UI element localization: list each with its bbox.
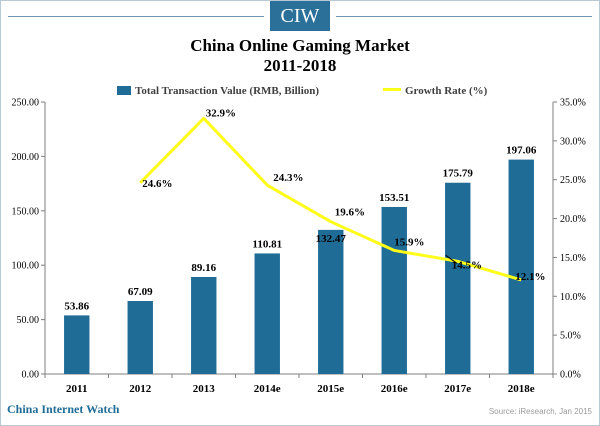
right-tick-label: 25.0% xyxy=(560,175,586,186)
bar-value-label: 153.51 xyxy=(379,192,409,204)
growth-value-label: 24.3% xyxy=(273,172,303,184)
bar xyxy=(254,253,280,374)
logo-band: CIW xyxy=(0,0,600,36)
legend-item-bars: Total Transaction Value (RMB, Billion) xyxy=(117,85,319,97)
growth-label-leader xyxy=(445,254,458,264)
chart-title: China Online Gaming Market 2011-2018 xyxy=(0,36,600,76)
chart-legend: Total Transaction Value (RMB, Billion) G… xyxy=(0,84,600,102)
growth-value-label: 15.9% xyxy=(394,236,424,248)
left-tick-label: 200.00 xyxy=(12,152,40,163)
logo-rule-right xyxy=(336,16,592,17)
growth-rate-line xyxy=(139,116,522,282)
growth-value-label: 14.5% xyxy=(452,259,482,271)
x-tick-label: 2018e xyxy=(508,383,535,395)
left-tick-label: 50.00 xyxy=(17,315,40,326)
logo-rule-left xyxy=(8,16,264,17)
x-tick-label: 2014e xyxy=(254,383,281,395)
bar xyxy=(508,159,534,374)
bar xyxy=(127,301,153,374)
right-tick-label: 10.0% xyxy=(560,292,586,303)
left-tick-label: 0.00 xyxy=(22,370,40,381)
x-tick-label: 2012 xyxy=(129,383,152,395)
chart-title-line2: 2011-2018 xyxy=(263,56,337,75)
growth-value-label: 24.6% xyxy=(142,178,172,190)
right-tick-label: 20.0% xyxy=(560,214,586,225)
bar xyxy=(318,229,344,374)
ciw-logo: CIW xyxy=(270,1,330,31)
bar-value-label: 175.79 xyxy=(443,168,474,180)
footer-brand: China Internet Watch xyxy=(7,402,120,416)
legend-item-line: Growth Rate (%) xyxy=(383,85,487,97)
bar xyxy=(445,182,471,374)
bar-value-label: 197.06 xyxy=(506,145,537,157)
bar xyxy=(191,276,217,374)
legend-bar-swatch xyxy=(117,86,131,95)
bar-value-label: 110.81 xyxy=(252,238,282,250)
bar xyxy=(381,206,407,374)
left-tick-label: 250.00 xyxy=(12,98,40,109)
right-tick-label: 5.0% xyxy=(560,331,581,342)
right-tick-label: 30.0% xyxy=(560,136,586,147)
left-tick-label: 150.00 xyxy=(12,206,40,217)
right-tick-label: 0.0% xyxy=(560,370,581,381)
growth-value-label: 32.9% xyxy=(206,107,236,119)
source-note: Source: iResearch, Jan 2015 xyxy=(488,407,592,416)
growth-value-label: 12.1% xyxy=(515,271,545,283)
x-tick-label: 2013 xyxy=(193,383,216,395)
right-tick-label: 15.0% xyxy=(560,253,586,264)
x-tick-label: 2016e xyxy=(381,383,408,395)
left-tick-label: 100.00 xyxy=(12,261,40,272)
bar-value-label: 132.47 xyxy=(316,233,347,245)
legend-line-label: Growth Rate (%) xyxy=(405,85,488,97)
growth-value-label: 19.6% xyxy=(335,207,365,219)
bar-value-label: 53.86 xyxy=(64,300,89,312)
x-tick-label: 2011 xyxy=(66,383,87,395)
x-tick-label: 2015e xyxy=(317,383,344,395)
legend-line-swatch xyxy=(383,88,401,91)
bar-value-label: 67.09 xyxy=(128,286,153,298)
legend-bar-label: Total Transaction Value (RMB, Billion) xyxy=(135,85,320,97)
x-tick-label: 2017e xyxy=(444,383,471,395)
bar-value-label: 89.16 xyxy=(191,262,216,274)
right-tick-label: 35.0% xyxy=(560,98,586,109)
chart-title-line1: China Online Gaming Market xyxy=(190,36,410,55)
bar xyxy=(64,315,90,374)
